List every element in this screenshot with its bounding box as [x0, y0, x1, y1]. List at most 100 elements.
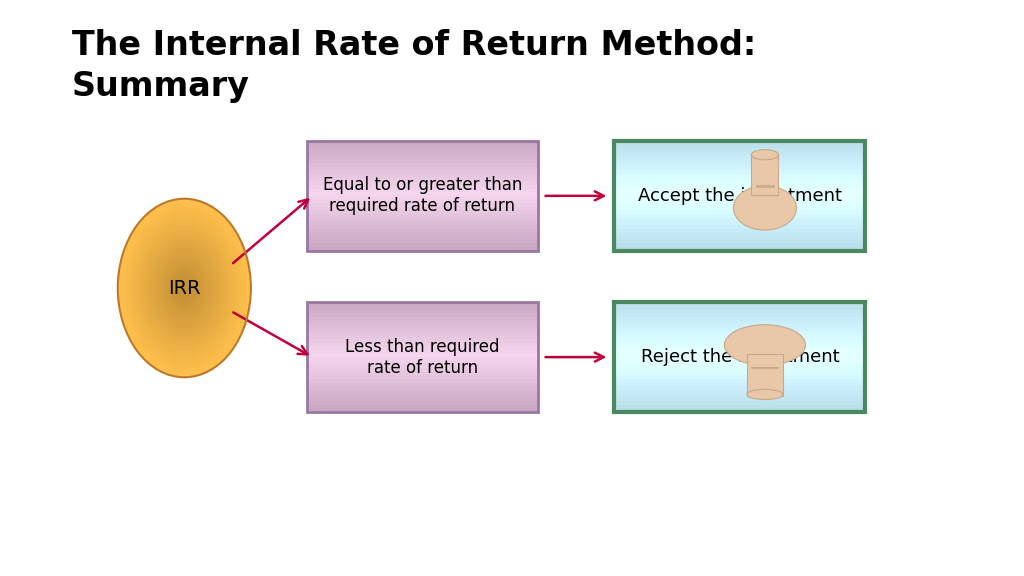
Bar [614, 207, 865, 210]
Bar [307, 408, 538, 412]
Ellipse shape [752, 150, 778, 160]
Text: Equal to or greater than
required rate of return: Equal to or greater than required rate o… [323, 176, 522, 215]
Bar [614, 386, 865, 390]
Bar [307, 306, 538, 310]
Bar [307, 321, 538, 324]
Bar [614, 343, 865, 346]
Bar [307, 221, 538, 225]
Bar [614, 149, 865, 152]
Bar [307, 404, 538, 408]
Bar [307, 196, 538, 199]
Bar [307, 310, 538, 313]
Bar [307, 350, 538, 354]
Bar [614, 354, 865, 357]
Bar [614, 199, 865, 203]
Bar [307, 177, 538, 181]
Bar [614, 332, 865, 335]
Ellipse shape [137, 226, 231, 350]
Ellipse shape [144, 234, 224, 342]
Bar [307, 152, 538, 156]
Ellipse shape [134, 221, 234, 355]
Bar [307, 390, 538, 393]
Bar [307, 181, 538, 185]
Bar [614, 240, 865, 243]
Bar [307, 382, 538, 386]
Bar [307, 236, 538, 240]
Bar [614, 225, 865, 229]
Bar [614, 196, 865, 199]
Bar [614, 328, 865, 332]
Bar [307, 141, 538, 145]
Bar [614, 221, 865, 225]
Ellipse shape [724, 325, 806, 365]
Bar [307, 207, 538, 210]
Bar [614, 379, 865, 382]
Ellipse shape [121, 203, 248, 373]
Bar [614, 236, 865, 240]
Bar [307, 379, 538, 382]
Bar [307, 332, 538, 335]
Bar [307, 166, 538, 170]
Bar [614, 408, 865, 412]
Bar [307, 401, 538, 404]
Bar [614, 310, 865, 313]
Bar [614, 243, 865, 247]
Text: Less than required
rate of return: Less than required rate of return [345, 338, 500, 377]
Bar [307, 335, 538, 339]
Bar [307, 232, 538, 236]
Bar [614, 156, 865, 160]
Ellipse shape [161, 257, 208, 319]
Bar [307, 145, 538, 149]
Bar [307, 185, 538, 188]
Bar [307, 243, 538, 247]
Ellipse shape [178, 279, 190, 297]
Bar [307, 328, 538, 332]
Bar [307, 199, 538, 203]
Bar [614, 232, 865, 236]
Bar [614, 166, 865, 170]
Ellipse shape [125, 208, 244, 369]
Bar [614, 247, 865, 251]
Bar [307, 163, 538, 166]
Bar [307, 376, 538, 379]
Bar [307, 214, 538, 218]
Bar [307, 354, 538, 357]
Bar [307, 203, 538, 207]
Ellipse shape [158, 252, 211, 324]
Bar [614, 163, 865, 166]
Bar [614, 321, 865, 324]
Bar [307, 247, 538, 251]
Bar [614, 335, 865, 339]
Ellipse shape [733, 186, 797, 230]
Bar [307, 160, 538, 163]
Bar [614, 390, 865, 393]
Bar [614, 393, 865, 397]
Bar [614, 188, 865, 192]
Bar [307, 324, 538, 328]
Bar [614, 397, 865, 401]
Bar [614, 170, 865, 174]
Bar [307, 210, 538, 214]
Polygon shape [746, 354, 783, 396]
Ellipse shape [131, 217, 238, 359]
Bar [614, 181, 865, 185]
Ellipse shape [168, 266, 201, 310]
Bar [307, 313, 538, 317]
Bar [614, 141, 865, 145]
Bar [614, 302, 865, 306]
Text: Reject the investment: Reject the investment [641, 348, 839, 366]
Bar [614, 152, 865, 156]
Bar [614, 229, 865, 232]
Text: Accept the investment: Accept the investment [638, 187, 842, 205]
Bar [614, 376, 865, 379]
Bar [307, 386, 538, 390]
Ellipse shape [141, 230, 227, 346]
Ellipse shape [171, 270, 198, 306]
Bar [307, 368, 538, 372]
Bar [307, 240, 538, 243]
Ellipse shape [155, 248, 214, 328]
Bar [307, 188, 538, 192]
Bar [307, 361, 538, 365]
Bar [307, 156, 538, 160]
Ellipse shape [164, 262, 205, 314]
